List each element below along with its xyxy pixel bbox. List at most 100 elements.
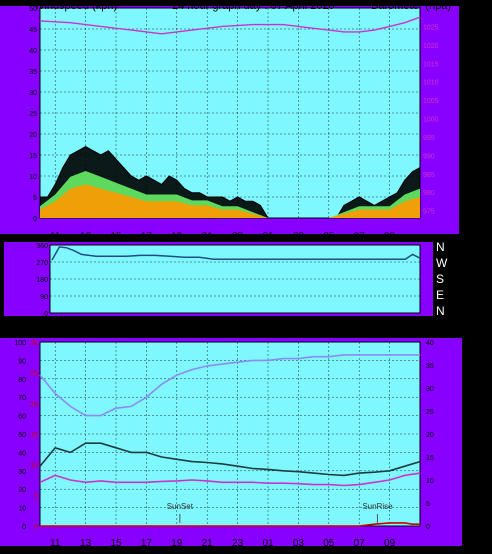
direction-tick-label: 0 (44, 311, 48, 318)
wind-gust-line (40, 146, 421, 219)
wind-tick-label: 10 (29, 174, 37, 181)
wind-tick-label: 35 (29, 69, 37, 76)
dewpoint-line (39, 472, 421, 487)
humidity-x-tick-label: 05 (323, 538, 335, 549)
chart-title: 24 hour graph day : 07 April 2020 (172, 0, 335, 12)
rainfall-tick-label: 0 (34, 524, 38, 531)
compass-label-n-bottom: N (436, 304, 445, 318)
windspeed-axis-label: Windspeed (kph) (34, 0, 118, 12)
temperature-tick-label: 40 (426, 340, 434, 347)
barometer-tick-label: 985 (423, 172, 435, 179)
wind-x-tick-label: 05 (323, 231, 335, 242)
wind-tick-label: 45 (29, 27, 37, 34)
wind-x-tick-label: 21 (202, 231, 214, 242)
wind-x-tick-label: 01 (262, 231, 274, 242)
temperature-tick-label: 15 (426, 455, 434, 462)
humidity-tick-label: 20 (18, 487, 26, 494)
wind-x-tick-label: 09 (384, 231, 396, 242)
humidity-x-tick-label: 03 (293, 538, 305, 549)
humidity-x-tick-label: 19 (171, 538, 183, 549)
temperature-tick-label: 10 (426, 478, 434, 485)
temperature-axis-label: Temperature (°C)Dew Point (°C) (312, 321, 470, 333)
temperature-tick-label: 0 (426, 524, 430, 531)
humidity-tick-label: 100 (14, 340, 26, 347)
wind-tick-label: 40 (29, 48, 37, 55)
rainfall-tick-label: 30 (30, 340, 38, 347)
humidity-tick-label: 70 (18, 395, 26, 402)
humidity-x-tick-label: 09 (384, 538, 396, 549)
humidity-x-tick-label: 15 (110, 538, 122, 549)
wind-x-tick-label: 17 (141, 231, 153, 242)
humidity-tick-label: 80 (18, 377, 26, 384)
barometer-tick-label: 1020 (423, 43, 439, 50)
direction-tick-label: 270 (36, 260, 48, 267)
rainfall-tick-label: 15 (30, 432, 38, 439)
wind-tick-label: 20 (29, 132, 37, 139)
humidity-tick-label: 40 (18, 450, 26, 457)
humidity-x-tick-label: 11 (50, 538, 61, 549)
sunset-annotation: SunSet (167, 502, 194, 511)
temperature-tick-label: 25 (426, 409, 434, 416)
compass-label-n-top: N (436, 240, 445, 254)
humidity-tick-label: 60 (18, 414, 26, 421)
wind-x-tick-label: 19 (171, 231, 183, 242)
barometer-axis-label: Barometer (hpa) (371, 0, 452, 12)
sunrise-annotation: SunRise (362, 502, 393, 511)
humidity-x-tick-label: 21 (202, 538, 214, 549)
temperature-tick-label: 30 (426, 386, 434, 393)
compass-label-e: E (436, 288, 445, 302)
barometer-tick-label: 1005 (423, 98, 439, 105)
barometer-tick-label: 1015 (423, 61, 439, 68)
temperature-tick-label: 20 (426, 432, 434, 439)
rainfall-tick-label: 10 (30, 463, 38, 470)
barometer-tick-label: 990 (423, 153, 435, 160)
humidity-x-tick-label: 13 (80, 538, 92, 549)
wind-x-tick-label: 07 (354, 231, 366, 242)
wind-tick-label: 50 (29, 6, 37, 13)
wind-tick-label: 25 (29, 111, 37, 118)
humidity-x-tick-label: 23 (232, 538, 244, 549)
barometer-line (39, 16, 421, 35)
direction-tick-label: 180 (36, 277, 48, 284)
humidity-axis-label: Humidity (%) (66, 321, 129, 333)
wind-x-tick-label: 23 (232, 231, 244, 242)
wind-x-tick-label: 03 (293, 231, 305, 242)
humidity-tick-label: 90 (18, 358, 26, 365)
barometer-tick-label: 1025 (423, 24, 439, 31)
temperature-tick-label: 5 (426, 501, 430, 508)
barometer-tick-label: 980 (423, 190, 435, 197)
barometer-tick-label: 1010 (423, 80, 439, 87)
humidity-x-tick-label: 01 (262, 538, 274, 549)
compass-label-s: S (436, 272, 445, 286)
rainfall-tick-label: 5 (34, 493, 38, 500)
humidity-x-tick-label: 07 (354, 538, 366, 549)
humidity-tick-label: 30 (18, 469, 26, 476)
humidity-tick-label: 10 (18, 506, 26, 513)
barometer-tick-label: 975 (423, 209, 435, 216)
wind-x-tick-label: 11 (50, 231, 61, 242)
wind-average-area-orange (40, 184, 420, 218)
rainfall-tick-label: 20 (30, 401, 38, 408)
barometer-tick-label: 1000 (423, 117, 439, 124)
wind-tick-label: 0 (33, 216, 37, 223)
humidity-tick-label: 50 (18, 432, 26, 439)
humidity-line (39, 354, 420, 417)
temperature-tick-label: 35 (426, 363, 434, 370)
temperature-line (39, 442, 421, 477)
wind-tick-label: 15 (29, 153, 37, 160)
wind-x-tick-label: 15 (110, 231, 122, 242)
direction-tick-label: 90 (40, 294, 48, 301)
humidity-tick-label: 0 (22, 524, 26, 531)
wind-tick-label: 5 (33, 195, 37, 202)
barometer-tick-label: 995 (423, 135, 435, 142)
rainfall-axis-label: Rainfall (mm) (1, 321, 67, 333)
direction-tick-label: 360 (36, 243, 48, 250)
wind-x-tick-label: 13 (80, 231, 92, 242)
humidity-x-tick-label: 17 (141, 538, 153, 549)
wind-direction-line (51, 246, 421, 261)
rainfall-tick-label: 25 (30, 371, 38, 378)
compass-label-w: W (436, 256, 448, 270)
rainfall-line (40, 522, 420, 527)
